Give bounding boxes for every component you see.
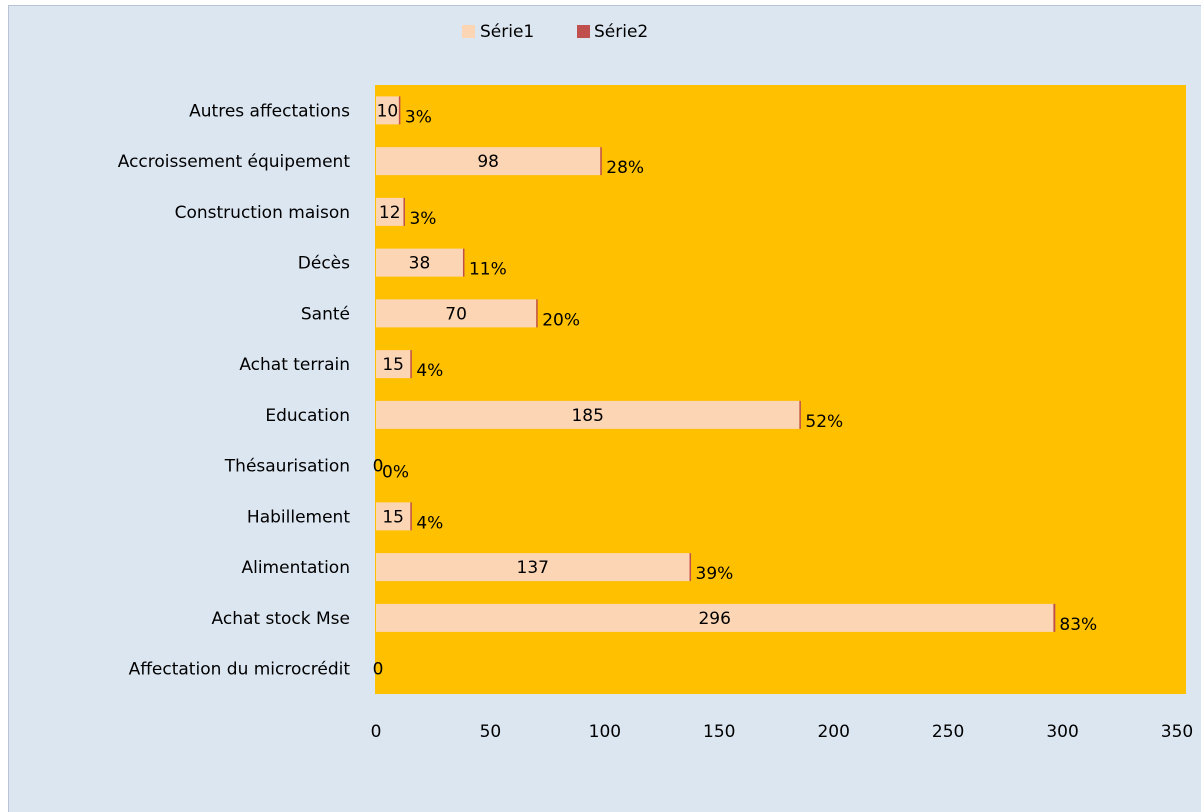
bar-serie2 [398, 96, 401, 125]
category-label: Education [265, 406, 350, 426]
data-label-serie1: 185 [571, 406, 603, 426]
bar-serie1 [376, 603, 1054, 632]
category-label: Affectation du microcrédit [129, 660, 351, 680]
category-label: Alimentation [241, 558, 350, 578]
data-label-serie2: 11% [469, 260, 507, 280]
legend: Série1 Série2 [462, 22, 648, 42]
data-label-serie2: 20% [542, 310, 580, 330]
category-label: Achat terrain [239, 355, 350, 375]
legend-label-serie2: Série2 [594, 22, 648, 42]
category-label: Thésaurisation [224, 457, 350, 477]
bar-serie1 [376, 197, 404, 226]
bar-serie2 [403, 197, 405, 226]
plot-area [375, 85, 1186, 694]
x-tick-label: 300 [1046, 722, 1078, 742]
x-tick-label: 200 [817, 722, 849, 742]
data-label-serie1: 12 [379, 203, 401, 223]
x-tick-label: 50 [480, 722, 502, 742]
data-label-serie1: 0 [373, 457, 384, 477]
category-label: Décès [298, 254, 350, 274]
data-label-serie2: 4% [416, 361, 443, 381]
data-label-serie1: 15 [382, 355, 404, 375]
bar-serie1 [376, 96, 399, 125]
data-label-serie1: 98 [477, 152, 499, 172]
category-label: Habillement [247, 507, 350, 527]
x-tick-label: 150 [703, 722, 735, 742]
category-label: Autres affectations [189, 101, 350, 121]
bar-serie2 [410, 350, 412, 379]
x-tick-label: 350 [1161, 722, 1193, 742]
x-tick-label: 250 [932, 722, 964, 742]
bar-serie2 [462, 248, 465, 277]
x-axis-tick-labels: 0 50 100 150 200 250 300 350 [371, 722, 1194, 742]
legend-swatch-serie2 [577, 25, 590, 38]
bar-serie2 [536, 299, 538, 328]
bar-serie1 [376, 400, 800, 429]
data-label-serie2: 28% [606, 158, 644, 178]
bar-serie1 [376, 299, 537, 328]
bar-serie1 [376, 147, 601, 176]
data-label-serie2: 4% [416, 513, 443, 533]
bar-serie1 [376, 502, 411, 531]
data-label-serie1: 15 [382, 507, 404, 527]
bar-serie1 [376, 553, 690, 582]
bar-serie2 [410, 502, 412, 531]
x-tick-label: 0 [371, 722, 382, 742]
data-label-serie2: 3% [405, 107, 432, 127]
data-label-serie2: 83% [1059, 615, 1097, 635]
bar-serie1 [376, 248, 463, 277]
data-label-serie2: 39% [696, 564, 734, 584]
data-label-serie1: 137 [517, 558, 549, 578]
data-label-serie1: 38 [409, 254, 431, 274]
category-labels: Affectation du microcrédit Achat stock Ms… [118, 101, 351, 679]
bar-serie2 [799, 400, 801, 429]
data-label-serie2: 0% [382, 463, 409, 483]
bar-serie1 [376, 350, 411, 379]
category-label: Santé [301, 304, 350, 324]
chart-area: Série1 Série2 0 296 83% 137 39% 15 4% 0 0% 185 52% 1… [8, 5, 1201, 812]
bar-serie2 [689, 553, 692, 582]
category-label: Accroissement équipement [118, 152, 351, 172]
data-label-serie1: 296 [698, 609, 730, 629]
data-label-serie1: 0 [373, 660, 384, 680]
category-label: Achat stock Mse [212, 609, 350, 629]
bar-serie2 [600, 147, 602, 176]
category-label: Construction maison [175, 203, 350, 223]
legend-label-serie1: Série1 [480, 22, 534, 42]
legend-swatch-serie1 [462, 25, 475, 38]
bar-serie2 [1053, 603, 1056, 632]
x-tick-label: 100 [589, 722, 621, 742]
data-label-serie1: 10 [377, 101, 399, 121]
data-label-serie2: 52% [805, 412, 843, 432]
data-label-serie2: 3% [409, 209, 436, 229]
data-label-serie1: 70 [445, 304, 467, 324]
